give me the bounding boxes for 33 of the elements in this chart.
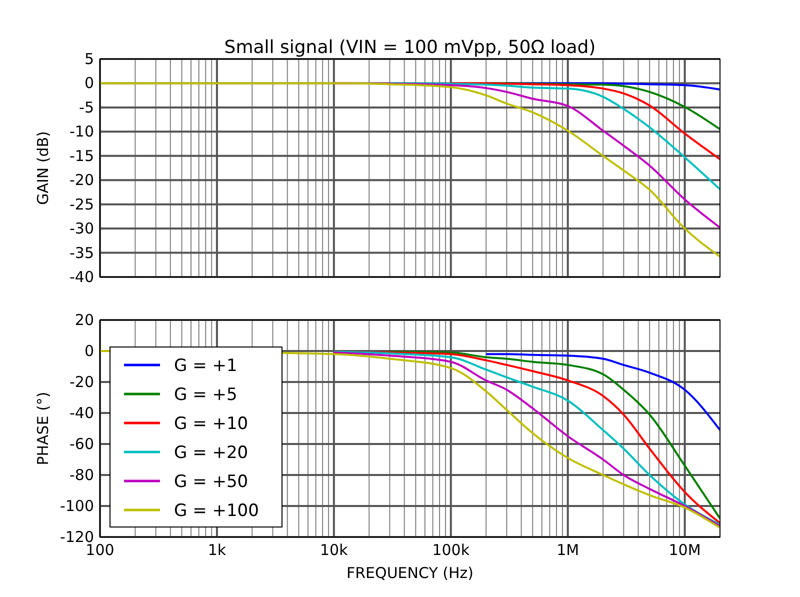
y-tick-label: -60	[70, 435, 94, 453]
x-axis-title: FREQUENCY (Hz)	[346, 564, 474, 582]
legend-label: G = +10	[174, 414, 248, 434]
x-tick-label: 1k	[208, 541, 226, 559]
y-tick-label: 5	[84, 50, 94, 68]
legend-label: G = +20	[174, 443, 248, 463]
x-tick-label: 10k	[320, 541, 348, 559]
y-tick-label: -15	[70, 146, 94, 165]
y-tick-label: -35	[70, 244, 94, 262]
legend-label: G = +5	[174, 385, 238, 405]
y-tick-label: 20	[74, 311, 94, 329]
y-tick-label: -40	[70, 268, 94, 286]
legend-label: G = +1	[174, 356, 238, 376]
y-tick-label: -100	[60, 497, 94, 515]
y-tick-label: -40	[70, 404, 94, 422]
y-tick-label: -5	[79, 98, 94, 116]
y-tick-label: -80	[70, 466, 94, 484]
x-tick-label: 1M	[556, 541, 580, 559]
y-tick-label: -30	[70, 220, 94, 238]
y-tick-label: -20	[70, 171, 94, 190]
legend-label: G = +100	[174, 501, 259, 521]
y-axis-title: PHASE (°)	[34, 392, 52, 466]
x-tick-label: 100k	[432, 541, 470, 559]
chart-title: Small signal (VIN = 100 mVpp, 50Ω load)	[224, 37, 596, 58]
x-tick-label: 10M	[668, 541, 701, 559]
y-tick-label: -20	[70, 373, 94, 391]
y-tick-label: -10	[70, 122, 94, 141]
y-tick-label: -25	[70, 195, 94, 214]
y-axis-title: GAIN (dB)	[34, 131, 52, 205]
y-tick-label: 0	[84, 342, 94, 360]
y-tick-label: 0	[84, 74, 94, 92]
x-tick-label: 100	[86, 541, 114, 559]
legend-label: G = +50	[174, 472, 248, 492]
